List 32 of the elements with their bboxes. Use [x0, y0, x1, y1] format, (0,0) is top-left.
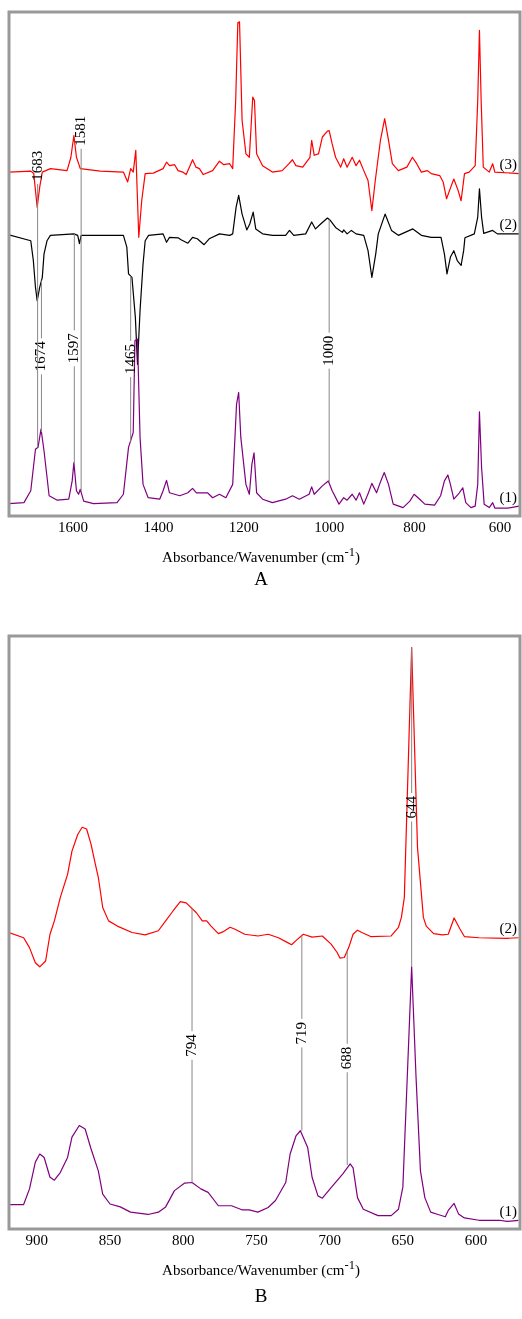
- annotation: 1597: [65, 332, 82, 364]
- annotation: 719: [292, 1021, 309, 1045]
- x-tick-label: 1000: [314, 518, 345, 535]
- series-label: (2): [499, 920, 517, 938]
- x-tick-label: 1400: [143, 518, 174, 535]
- annotation: 1000: [320, 335, 337, 366]
- annotation: 1683: [28, 150, 45, 181]
- text: A: [253, 568, 269, 590]
- x-tick-label: 650: [391, 1231, 415, 1248]
- x-tick-label: 700: [318, 1231, 341, 1248]
- x-axis-title: Absorbance/Wavenumber (cm$^{-1}$): [161, 545, 361, 566]
- x-tick-label: 600: [464, 1231, 488, 1248]
- annotation: 1581: [72, 115, 89, 146]
- text: B: [253, 1285, 269, 1307]
- x-tick-label: 800: [403, 518, 426, 535]
- series-label: (1): [499, 1202, 517, 1220]
- x-tick-label: 750: [245, 1231, 268, 1248]
- x-tick-label: 800: [171, 1231, 195, 1248]
- annotation: 644: [402, 795, 419, 819]
- x-tick-label: 600: [488, 518, 512, 535]
- series-label: (3): [499, 156, 517, 174]
- x-tick-label: 1200: [228, 518, 259, 535]
- annotation: 1465: [121, 343, 138, 374]
- x-tick-label: 1600: [58, 518, 89, 535]
- series-label: (1): [499, 488, 517, 506]
- annotation: 688: [338, 1046, 355, 1070]
- annotation: 1674: [32, 340, 49, 372]
- x-axis-title: Absorbance/Wavenumber (cm$^{-1}$): [161, 1258, 361, 1279]
- x-tick-label: 900: [25, 1231, 49, 1248]
- series-label: (2): [499, 216, 517, 234]
- annotation: 794: [182, 1033, 199, 1057]
- x-tick-label: 850: [98, 1231, 122, 1248]
